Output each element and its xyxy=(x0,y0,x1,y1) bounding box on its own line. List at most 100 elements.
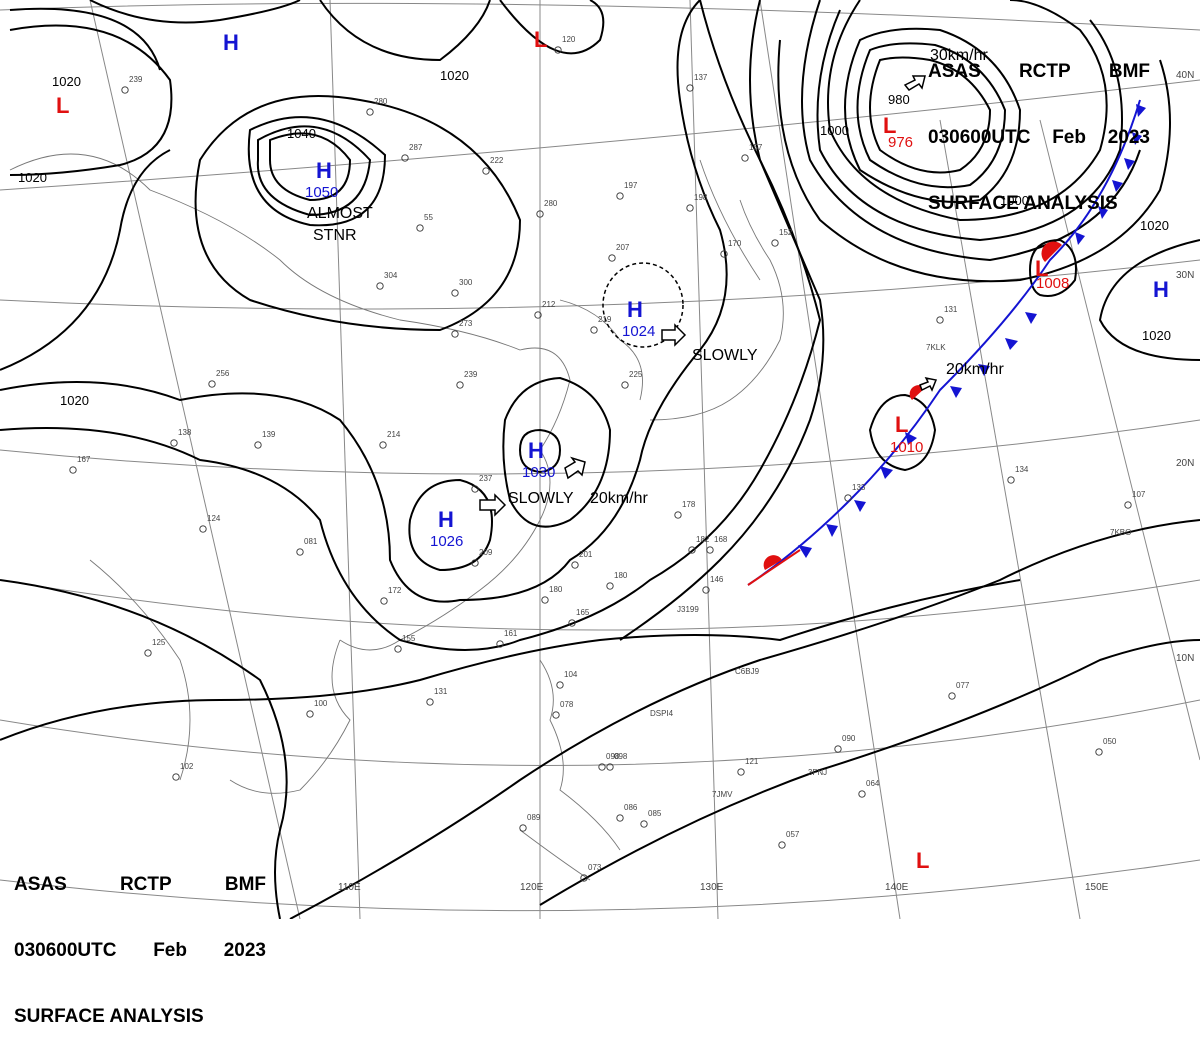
station-pressure: 304 xyxy=(384,271,398,280)
station-pressure: 239 xyxy=(129,75,143,84)
station-pressure: 256 xyxy=(216,369,230,378)
station-pressure: 078 xyxy=(560,700,574,709)
station-pressure: 104 xyxy=(564,670,578,679)
station-plots: 239 280 287 222 137 157 55 304 300 273 197 198 280 20… xyxy=(69,35,1146,882)
lat-label: 20N xyxy=(1176,458,1194,469)
station-pressure: 131 xyxy=(434,687,448,696)
motion-note: SLOWLY xyxy=(692,347,758,364)
station-pressure: 134 xyxy=(1015,465,1029,474)
station-pressure: 137 xyxy=(694,73,708,82)
station-pressure: 121 xyxy=(745,757,759,766)
station-pressure: 120 xyxy=(562,35,576,44)
isobar-label: 1020 xyxy=(52,74,81,89)
isobar-label: 1020 xyxy=(440,68,469,83)
station-pressure: 237 xyxy=(479,474,493,483)
station-circle xyxy=(471,559,479,567)
high-center: H xyxy=(528,438,544,463)
low-pressure-value: 976 xyxy=(888,134,913,151)
coastlines xyxy=(9,153,784,881)
station-circle xyxy=(621,381,629,389)
header-station: RCTP xyxy=(119,874,172,895)
station-pressure: 167 xyxy=(77,455,91,464)
station-circle xyxy=(144,649,152,657)
ship-id: 3FNJ xyxy=(808,768,827,777)
station-circle xyxy=(720,250,728,258)
high-center: H xyxy=(1153,277,1169,302)
station-pressure: 090 xyxy=(842,734,856,743)
station-pressure: 182 xyxy=(696,535,710,544)
station-pressure: 131 xyxy=(944,305,958,314)
ship-id: J3199 xyxy=(677,605,699,614)
station-pressure: 086 xyxy=(624,803,638,812)
station-circle xyxy=(172,773,180,781)
station-circle xyxy=(706,546,714,554)
station-circle xyxy=(451,330,459,338)
station-circle xyxy=(1095,748,1103,756)
low-center: L xyxy=(895,412,908,437)
pressure-centers: H 1050 H 1024 H 1030 H 1026 H H L 976 L … xyxy=(56,27,1169,873)
low-center: L xyxy=(916,848,929,873)
motion-notes: ALMOST STNR SLOWLY SLOWLY 20km/hr 20km/h… xyxy=(307,47,1004,507)
grid-labels: 110E 120E 130E 140E 150E 40N 30N 20N 10N xyxy=(338,70,1194,893)
station-pressure: 165 xyxy=(576,608,590,617)
station-pressure: 178 xyxy=(682,500,696,509)
high-pressure-value: 1026 xyxy=(430,533,463,550)
station-pressure: 125 xyxy=(152,638,166,647)
station-circle xyxy=(170,439,178,447)
station-pressure: 168 xyxy=(714,535,728,544)
station-circle xyxy=(640,820,648,828)
high-center: H xyxy=(316,158,332,183)
isobar-labels: 1020 1020 1020 1040 1020 1000 1000 1020 … xyxy=(18,68,1171,408)
station-pressure: 209 xyxy=(479,548,493,557)
station-circle xyxy=(590,326,598,334)
station-pressure: 180 xyxy=(549,585,563,594)
station-circle xyxy=(401,154,409,162)
station-circle xyxy=(598,763,606,771)
isobar-label: 1020 xyxy=(1140,218,1169,233)
motion-arrows xyxy=(479,75,938,517)
station-circle xyxy=(416,224,424,232)
isobars xyxy=(0,0,1200,919)
header-time: 030600UTC xyxy=(14,940,117,961)
station-circle xyxy=(471,485,479,493)
station-circle xyxy=(686,204,694,212)
station-circle xyxy=(456,381,464,389)
lat-label: 40N xyxy=(1176,70,1194,81)
high-center: H xyxy=(223,30,239,55)
station-pressure: 077 xyxy=(956,681,970,690)
high-center: H xyxy=(438,507,454,532)
station-circle xyxy=(379,441,387,449)
station-pressure: 098 xyxy=(606,752,620,761)
station-pressure: 157 xyxy=(749,143,763,152)
ship-ids: 7KLK 7KBO 3FNJ 7JMV DSPI4 C6BJ9 J3199 xyxy=(650,343,1131,799)
header-month: Feb xyxy=(1052,127,1086,148)
header-region: ASAS xyxy=(14,874,67,895)
station-pressure: 057 xyxy=(786,830,800,839)
station-circle xyxy=(482,167,490,175)
header-year: 2023 xyxy=(1107,127,1150,148)
station-pressure: 225 xyxy=(629,370,643,379)
station-circle xyxy=(608,254,616,262)
station-pressure: 273 xyxy=(459,319,473,328)
station-pressure: 064 xyxy=(866,779,880,788)
station-circle xyxy=(121,86,129,94)
station-circle xyxy=(702,586,710,594)
high-center: H xyxy=(627,297,643,322)
station-pressure: 198 xyxy=(694,193,708,202)
motion-note: STNR xyxy=(313,227,357,244)
motion-note: 20km/hr xyxy=(946,361,1004,378)
header-month: Feb xyxy=(153,940,187,961)
motion-note: SLOWLY xyxy=(508,490,574,507)
station-circle xyxy=(568,619,576,627)
ship-id: 7KLK xyxy=(926,343,946,352)
station-pressure: 102 xyxy=(180,762,194,771)
motion-note: 30km/hr xyxy=(930,47,988,64)
station-circle xyxy=(306,710,314,718)
station-circle xyxy=(936,316,944,324)
header-station: RCTP xyxy=(1018,61,1071,82)
station-circle xyxy=(554,46,562,54)
lon-label: 110E xyxy=(338,882,361,893)
low-center: L xyxy=(883,113,896,138)
isobar-label: 1020 xyxy=(60,393,89,408)
station-circle xyxy=(616,814,624,822)
